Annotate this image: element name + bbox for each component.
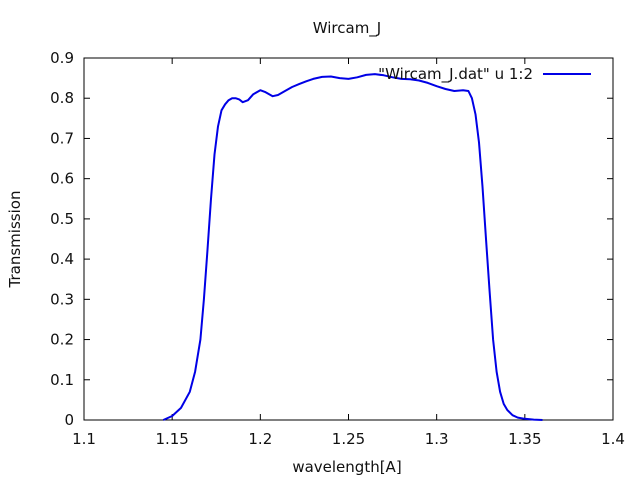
x-tick-label: 1.15 bbox=[155, 430, 188, 448]
y-tick-label: 0.3 bbox=[50, 290, 74, 308]
y-tick-label: 0.6 bbox=[50, 170, 74, 188]
plot-border bbox=[83, 57, 614, 421]
x-tick-label: 1.2 bbox=[248, 430, 272, 448]
y-tick-label: 0 bbox=[64, 411, 74, 429]
y-tick-label: 0.8 bbox=[50, 89, 74, 107]
y-axis-label: Transmission bbox=[6, 191, 24, 289]
x-tick-label: 1.25 bbox=[332, 430, 365, 448]
x-tick-label: 1.1 bbox=[72, 430, 96, 448]
y-tick-label: 0.9 bbox=[50, 49, 74, 67]
y-tick-label: 0.7 bbox=[50, 129, 74, 147]
chart-title: Wircam_J bbox=[313, 19, 381, 38]
y-tick-label: 0.1 bbox=[50, 371, 74, 389]
y-tick-label: 0.4 bbox=[50, 250, 74, 268]
series-line-wircam-j bbox=[162, 73, 543, 421]
x-axis-label: wavelength[A] bbox=[292, 458, 401, 476]
legend-label: "Wircam_J.dat" u 1:2 bbox=[378, 65, 533, 84]
x-tick-label: 1.3 bbox=[425, 430, 449, 448]
y-tick-label: 0.2 bbox=[50, 331, 74, 349]
x-tick-label: 1.35 bbox=[508, 430, 541, 448]
y-axis-ticks: 0 0.1 0.2 0.3 0.4 0.5 0.6 0.7 0.8 0.9 bbox=[50, 49, 613, 429]
y-tick-label: 0.5 bbox=[50, 210, 74, 228]
x-axis-ticks: 1.1 1.15 1.2 1.25 1.3 1.35 1.4 bbox=[72, 58, 625, 448]
x-tick-label: 1.4 bbox=[601, 430, 625, 448]
legend: "Wircam_J.dat" u 1:2 bbox=[378, 65, 591, 84]
